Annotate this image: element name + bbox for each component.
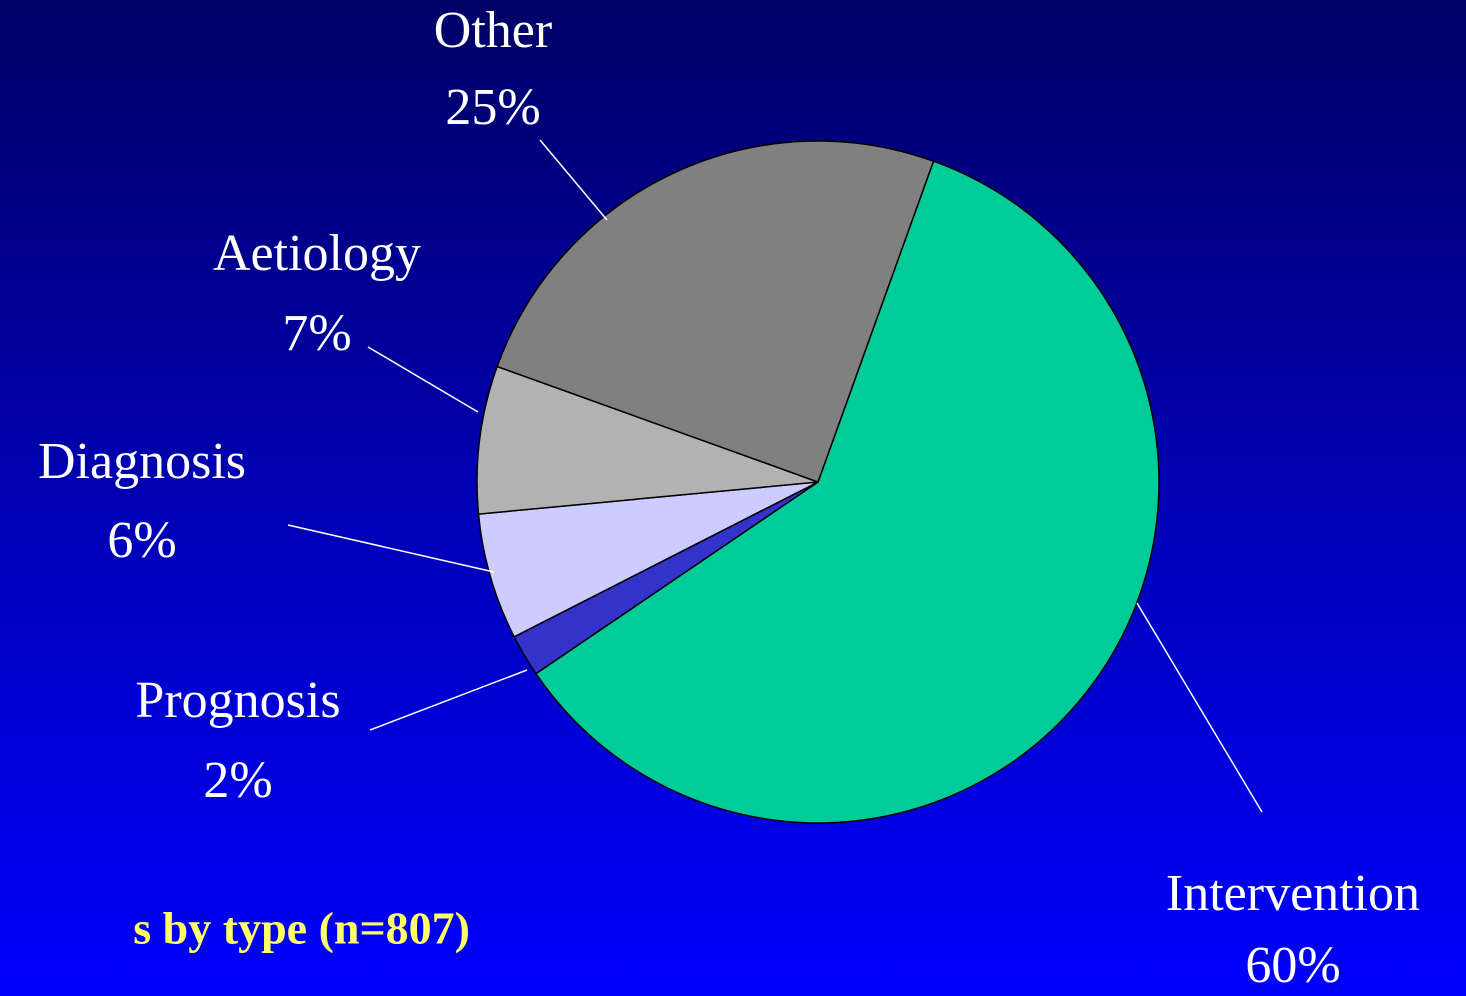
pie-slice — [496, 140, 935, 483]
slice-value-label: 7% — [282, 305, 351, 362]
pie-slice — [476, 365, 819, 515]
slice-label: Other — [434, 2, 552, 59]
leader-line — [369, 669, 528, 731]
leader-line — [367, 346, 479, 413]
pie — [476, 140, 1160, 824]
pie-slice — [477, 481, 819, 638]
leader-line — [287, 524, 495, 573]
slice-value-label: 60% — [1245, 937, 1340, 994]
pie-slice — [534, 160, 1160, 824]
slice-label: Intervention — [1166, 865, 1420, 922]
leader-line — [1136, 602, 1263, 813]
slice-value-label: 25% — [445, 79, 540, 136]
slice-value-label: 6% — [107, 512, 176, 569]
leader-line — [539, 139, 608, 221]
slice-label: Diagnosis — [38, 433, 246, 490]
slice-label: Prognosis — [135, 672, 340, 729]
chart-title: s by type (n=807) — [133, 903, 470, 954]
slice-value-label: 2% — [203, 752, 272, 809]
slice-label: Aetiology — [213, 225, 421, 282]
